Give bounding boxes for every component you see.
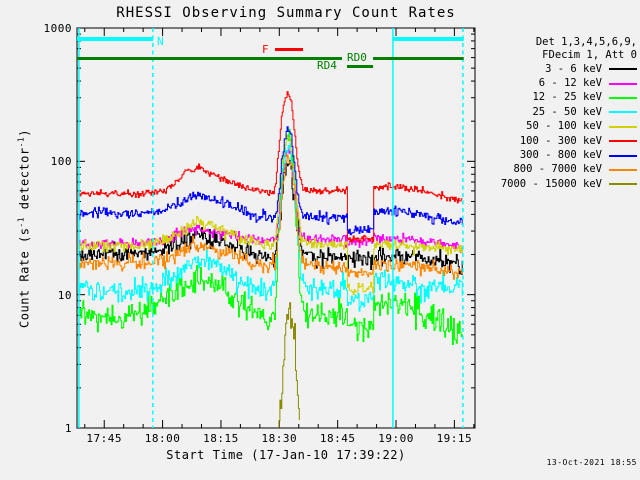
series-7000-15000keV bbox=[278, 302, 300, 428]
creation-datestamp: 13-Oct-2021 18:55 bbox=[546, 458, 637, 467]
series-25-50keV bbox=[78, 142, 463, 312]
night-flag-bar bbox=[392, 37, 464, 41]
series-50-100keV bbox=[78, 134, 463, 296]
flare-flag-bar bbox=[275, 48, 304, 51]
legend-entry-label: 7000 - 15000 keV bbox=[500, 177, 602, 190]
legend-entry-label: 50 - 100 keV bbox=[526, 120, 602, 133]
y-axis-title-text3: ) bbox=[17, 129, 32, 137]
y-axis-title-text: Count Rate (s bbox=[17, 227, 32, 328]
legend-entry-label: 25 - 50 keV bbox=[532, 105, 602, 118]
legend-entry-label: 3 - 6 keV bbox=[545, 62, 602, 75]
legend-entry: 100 - 300 keV bbox=[501, 134, 637, 148]
legend-header-detectors: Det 1,3,4,5,6,9, bbox=[535, 36, 637, 48]
x-tick-label: 18:45 bbox=[319, 432, 356, 445]
series-3-6keV bbox=[78, 159, 463, 275]
y-axis-title-sup1: -1 bbox=[16, 216, 26, 228]
legend-entry: 300 - 800 keV bbox=[501, 148, 637, 162]
x-axis-title: Start Time (17-Jan-10 17:39:22) bbox=[166, 448, 406, 462]
rd0-flag-line bbox=[77, 57, 342, 60]
legend-entry: 50 - 100 keV bbox=[501, 120, 637, 134]
y-tick-label: 1000 bbox=[43, 22, 72, 35]
y-tick-label: 10 bbox=[57, 288, 72, 302]
x-tick-label: 19:00 bbox=[378, 432, 414, 445]
legend-entry: 3 - 6 keV bbox=[501, 62, 637, 76]
x-tick-label: 18:30 bbox=[261, 432, 298, 445]
legend-entry: 12 - 25 keV bbox=[501, 91, 637, 105]
y-axis-title-sup2: -1 bbox=[16, 136, 26, 148]
series-100-300keV bbox=[78, 91, 463, 243]
legend-entry: 7000 - 15000 keV bbox=[501, 177, 637, 191]
rd0-flag-line bbox=[373, 57, 464, 60]
legend-entry-swatch bbox=[609, 154, 637, 157]
legend-entry-swatch bbox=[609, 96, 637, 99]
x-tick-label: 17:45 bbox=[86, 432, 123, 445]
legend-entry-swatch bbox=[609, 111, 637, 114]
legend-entry: 800 - 7000 keV bbox=[501, 163, 637, 177]
legend-entry-label: 12 - 25 keV bbox=[532, 91, 602, 104]
page-title: RHESSI Observing Summary Count Rates bbox=[116, 5, 456, 21]
rd4-flag-label: RD4 bbox=[317, 59, 337, 72]
plot-frame bbox=[76, 27, 476, 429]
legend-entry-label: 6 - 12 keV bbox=[538, 77, 602, 90]
legend-entry-swatch bbox=[609, 183, 637, 186]
legend-entry: 25 - 50 keV bbox=[501, 105, 637, 119]
y-axis-title: Count Rate (s-1 detector-1) bbox=[17, 23, 32, 435]
legend-entry-swatch bbox=[609, 168, 637, 171]
y-tick-label: 100 bbox=[50, 155, 72, 169]
legend-entry-swatch bbox=[609, 82, 637, 85]
x-tick-label: 18:00 bbox=[144, 432, 181, 445]
legend-entry: 6 - 12 keV bbox=[501, 76, 637, 90]
data-series-group bbox=[78, 91, 463, 428]
rd0-flag-label: RD0 bbox=[347, 51, 367, 64]
x-tick-label: 18:15 bbox=[203, 432, 239, 445]
legend-header-decimation: FDecim 1, Att 0 bbox=[542, 49, 637, 61]
flare-flag-label: F bbox=[262, 43, 269, 56]
y-tick-label: 1 bbox=[64, 422, 72, 435]
legend-entry-label: 800 - 7000 keV bbox=[513, 163, 602, 176]
legend-entry-swatch bbox=[609, 125, 637, 128]
night-flag-bar bbox=[77, 37, 153, 41]
series-800-7000keV bbox=[78, 154, 463, 280]
legend: Det 1,3,4,5,6,9, FDecim 1, Att 0 3 - 6 k… bbox=[501, 36, 637, 192]
series-6-12keV bbox=[78, 147, 463, 254]
night-flag-label: N bbox=[157, 35, 164, 48]
legend-entry-swatch bbox=[609, 68, 637, 71]
x-tick-label: 19:15 bbox=[436, 432, 473, 445]
series-12-25keV bbox=[78, 128, 463, 345]
series-300-800keV bbox=[78, 126, 463, 236]
legend-entry-swatch bbox=[609, 140, 637, 143]
legend-entries: 3 - 6 keV 6 - 12 keV 12 - 25 keV 25 - 50 ke… bbox=[501, 62, 637, 192]
rd4-flag-line bbox=[347, 65, 374, 68]
legend-entry-label: 300 - 800 keV bbox=[519, 149, 602, 162]
legend-entry-label: 100 - 300 keV bbox=[519, 134, 602, 147]
